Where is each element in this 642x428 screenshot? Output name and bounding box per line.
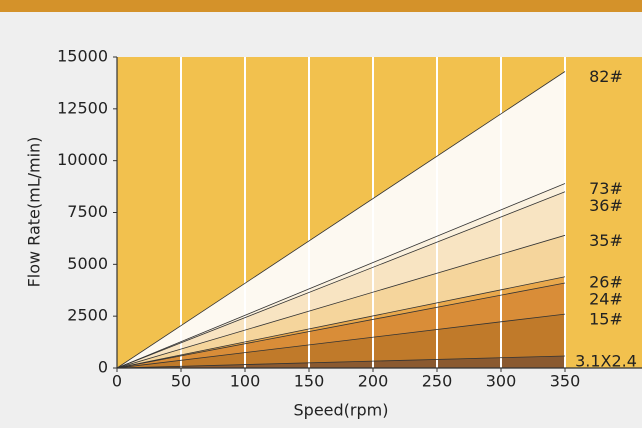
x-tick-label: 350 bbox=[550, 372, 581, 391]
x-tick-label: 200 bbox=[358, 372, 389, 391]
series-line bbox=[116, 234, 566, 369]
series-label: 15# bbox=[589, 310, 623, 329]
x-tick-label: 100 bbox=[230, 372, 261, 391]
series-line bbox=[116, 276, 566, 369]
y-tick-label: 7500 bbox=[67, 202, 108, 221]
y-axis-title: Flow Rate(mL/min) bbox=[25, 137, 44, 288]
y-tick-label: 15000 bbox=[57, 47, 108, 66]
x-tick-label: 150 bbox=[294, 372, 325, 391]
y-tick-label: 0 bbox=[98, 358, 108, 377]
x-tick-label: 0 bbox=[112, 372, 122, 391]
series-label: 36# bbox=[589, 196, 623, 215]
x-axis-title: Speed(rpm) bbox=[294, 401, 389, 420]
x-tick-label: 50 bbox=[171, 372, 191, 391]
series-line bbox=[116, 191, 566, 369]
series-label: 35# bbox=[589, 231, 623, 250]
series-label: 3.1X2.4 bbox=[575, 351, 637, 370]
series-line bbox=[116, 355, 566, 369]
series-line bbox=[116, 71, 566, 369]
series-label: 73# bbox=[589, 179, 623, 198]
series-label: 82# bbox=[589, 67, 623, 86]
series-line bbox=[116, 183, 566, 369]
y-tick-label: 10000 bbox=[57, 150, 108, 169]
y-tick-label: 12500 bbox=[57, 98, 108, 117]
series-label: 26# bbox=[589, 272, 623, 291]
series-line bbox=[116, 313, 566, 369]
y-tick-label: 5000 bbox=[67, 254, 108, 273]
top-bar bbox=[0, 0, 642, 12]
y-tick-label: 2500 bbox=[67, 306, 108, 325]
x-tick-label: 250 bbox=[422, 372, 453, 391]
series-label: 24# bbox=[589, 289, 623, 308]
x-tick-label: 300 bbox=[486, 372, 517, 391]
series-line bbox=[116, 282, 566, 369]
